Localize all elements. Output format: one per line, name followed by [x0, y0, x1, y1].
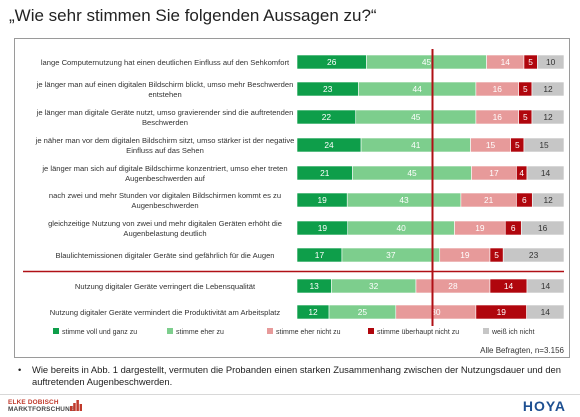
data-label: 45 — [407, 168, 417, 178]
data-label: 12 — [543, 195, 553, 205]
data-label: 5 — [523, 84, 528, 94]
data-label: 15 — [539, 140, 549, 150]
bar-segment — [531, 81, 565, 97]
data-label: 45 — [411, 112, 421, 122]
stacked-bar-chart: lange Computernutzung hat einen deutlich… — [23, 49, 565, 336]
data-label: 5 — [523, 112, 528, 122]
category-labels: lange Computernutzung hat einen deutlich… — [35, 58, 295, 317]
data-label: 17 — [489, 168, 499, 178]
bar-segment — [526, 304, 565, 320]
data-label: 14 — [541, 281, 551, 291]
separator-lines — [23, 49, 564, 326]
data-label: 41 — [411, 140, 421, 150]
data-label: 25 — [358, 307, 368, 317]
category-label: je länger man digitale Geräte nutzt, ums… — [36, 108, 294, 127]
data-label: 19 — [497, 307, 507, 317]
category-label: gleichzeitige Nutzung von zwei und mehr … — [48, 219, 282, 238]
data-label: 4 — [519, 168, 524, 178]
data-label: 5 — [494, 250, 499, 260]
base-note: Alle Befragten, n=3.156 — [480, 346, 564, 355]
bar-logo-icon — [70, 400, 82, 411]
bullet-paragraph: • Wie bereits in Abb. 1 dargestellt, ver… — [18, 364, 562, 388]
data-label: 19 — [475, 223, 485, 233]
bullet-symbol: • — [18, 364, 22, 375]
category-label: je näher man vor dem digitalen Bildschir… — [35, 136, 295, 155]
data-label: 22 — [322, 112, 332, 122]
legend-label: stimme überhaupt nicht zu — [377, 329, 459, 336]
brand-left-line2: MARKTFORSCHUNG — [8, 406, 76, 413]
category-label: Nutzung digitaler Geräte vermindert die … — [50, 308, 281, 317]
category-label: Nutzung digitaler Geräte verringert die … — [75, 282, 256, 291]
category-label: lange Computernutzung hat einen deutlich… — [41, 58, 290, 67]
data-label: 44 — [412, 84, 422, 94]
data-label: 16 — [493, 84, 503, 94]
data-label: 12 — [543, 112, 553, 122]
bar-segment — [520, 220, 565, 236]
data-label: 14 — [541, 307, 551, 317]
bar-segment — [523, 137, 565, 153]
legend-swatch — [483, 328, 489, 334]
legend-label: stimme eher nicht zu — [276, 329, 341, 336]
brand-logo-left: ELKE DOBISCH MARKTFORSCHUNG — [8, 399, 75, 413]
data-label: 5 — [515, 140, 520, 150]
data-label: 32 — [369, 281, 379, 291]
footer-divider — [0, 394, 580, 395]
data-label: 23 — [323, 84, 333, 94]
data-label: 24 — [324, 140, 334, 150]
data-label: 37 — [386, 250, 396, 260]
category-label: Blaulichtemissionen digitaler Geräte sin… — [55, 251, 274, 260]
brand-logo-right: HOYA — [522, 398, 566, 414]
data-label: 17 — [315, 250, 325, 260]
data-label: 19 — [318, 223, 328, 233]
legend-swatch — [368, 328, 374, 334]
bar-segment — [536, 54, 565, 70]
data-label: 10 — [546, 57, 556, 67]
data-label: 6 — [522, 195, 527, 205]
bar-segment — [531, 109, 565, 125]
data-label: 28 — [448, 281, 458, 291]
legend-swatch — [267, 328, 273, 334]
bullet-text: Wie bereits in Abb. 1 dargestellt, vermu… — [32, 364, 561, 387]
chart-frame: lange Computernutzung hat einen deutlich… — [14, 38, 570, 358]
data-label: 12 — [308, 307, 318, 317]
category-label: nach zwei und mehr Stunden vor digitalen… — [49, 191, 281, 210]
data-label: 21 — [320, 168, 330, 178]
data-label: 5 — [528, 57, 533, 67]
data-label: 6 — [511, 223, 516, 233]
data-label: 14 — [504, 281, 514, 291]
data-label: 12 — [543, 84, 553, 94]
bar-segment — [502, 247, 565, 263]
data-label: 45 — [422, 57, 432, 67]
brand-left-line1: ELKE DOBISCH — [8, 399, 59, 406]
legend-swatch — [53, 328, 59, 334]
legend-label: stimme eher zu — [176, 329, 224, 336]
data-label: 19 — [317, 195, 327, 205]
bar-segment — [531, 192, 565, 208]
category-label: je länger man sich auf digitale Bildschi… — [41, 164, 287, 183]
bar-segment — [526, 165, 565, 181]
data-label: 23 — [529, 250, 539, 260]
data-label: 21 — [484, 195, 494, 205]
legend-swatch — [167, 328, 173, 334]
data-label: 14 — [501, 57, 511, 67]
bar-segment — [526, 278, 565, 294]
data-label: 16 — [493, 112, 503, 122]
category-label: je länger man auf einen digitalen Bildsc… — [36, 80, 294, 99]
data-label: 16 — [538, 223, 548, 233]
legend-label: weiß ich nicht — [491, 329, 534, 336]
data-label: 19 — [460, 250, 470, 260]
data-label: 15 — [486, 140, 496, 150]
data-label: 26 — [327, 57, 337, 67]
data-label: 14 — [541, 168, 551, 178]
legend-label: stimme voll und ganz zu — [62, 329, 137, 336]
data-label: 43 — [399, 195, 409, 205]
legend: stimme voll und ganz zu stimme eher zu sti… — [53, 328, 534, 336]
data-label: 13 — [310, 281, 320, 291]
data-label: 30 — [431, 307, 441, 317]
page-title: „Wie sehr stimmen Sie folgenden Aussagen… — [9, 6, 377, 25]
bar-segments — [296, 54, 565, 320]
data-label: 40 — [396, 223, 406, 233]
